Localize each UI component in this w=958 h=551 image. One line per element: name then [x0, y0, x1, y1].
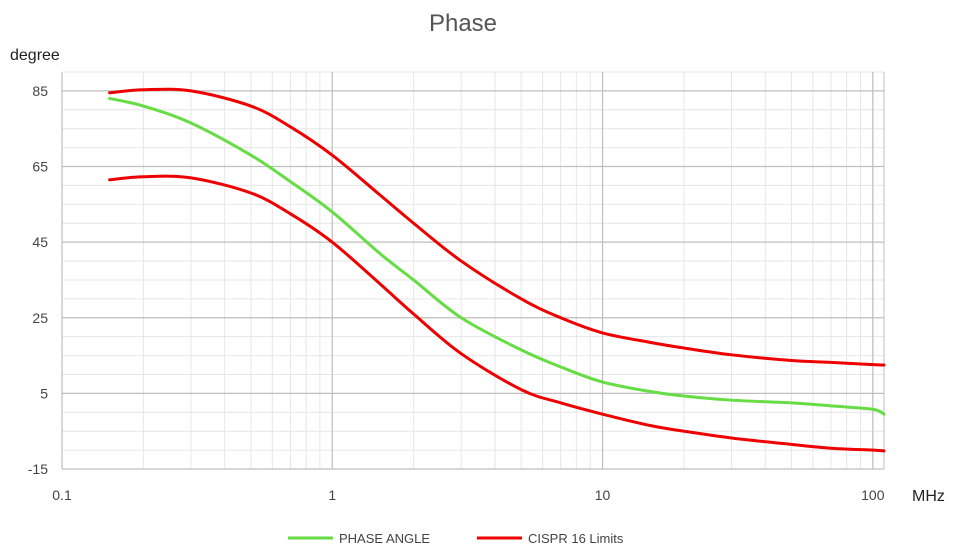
- y-tick-label: -15: [28, 461, 48, 477]
- x-tick-label: 1: [328, 487, 336, 503]
- x-axis-label: MHz: [912, 488, 945, 505]
- legend-label-cispr-16-limits: CISPR 16 Limits: [528, 531, 624, 546]
- x-tick-label: 10: [595, 487, 611, 503]
- legend-label-phase-angle: PHASE ANGLE: [339, 531, 430, 546]
- x-tick-labels: 0.1 1 10 100: [52, 487, 884, 503]
- y-tick-label: 85: [32, 83, 48, 99]
- chart-title: Phase: [429, 10, 497, 37]
- y-tick-label: 45: [32, 234, 48, 250]
- major-gridlines: [61, 72, 885, 470]
- y-axis-label: degree: [10, 47, 60, 64]
- x-tick-label: 100: [861, 487, 885, 503]
- y-tick-label: 65: [32, 159, 48, 175]
- y-tick-labels: -15 5 25 45 65 85: [28, 83, 48, 477]
- legend: PHASE ANGLE CISPR 16 Limits: [288, 531, 624, 546]
- series-phase-angle: [108, 96, 886, 416]
- y-tick-label: 5: [40, 385, 48, 401]
- series-cispr-16-upper-limit: [108, 87, 886, 367]
- y-tick-label: 25: [32, 310, 48, 326]
- series-cispr-16-lower-limit: [108, 174, 886, 453]
- x-tick-label: 0.1: [52, 487, 72, 503]
- series-lines: [108, 87, 886, 453]
